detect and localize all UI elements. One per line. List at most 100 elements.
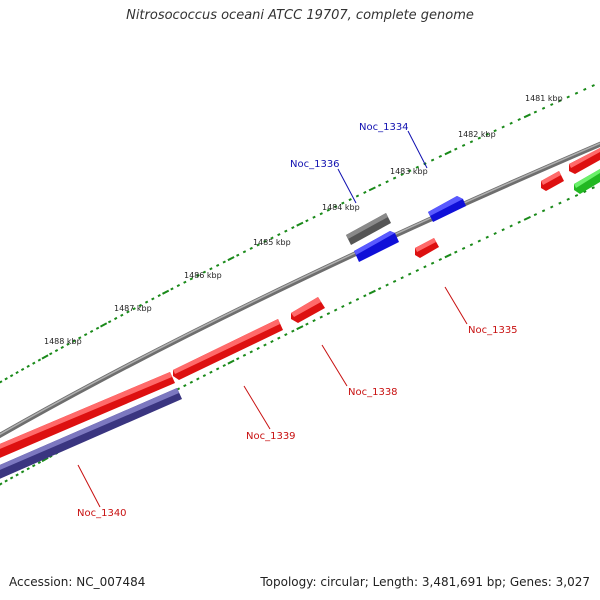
accession-text: Accession: NC_007484 (9, 575, 146, 589)
gene-right-edge-green[interactable] (574, 169, 600, 194)
outer-tick (215, 263, 220, 267)
gene-label-noc-1339[interactable]: Noc_1339 (246, 431, 296, 442)
outer-tick (407, 169, 412, 173)
gene-noc-1336[interactable] (354, 231, 399, 262)
inner-tick (4, 479, 8, 483)
outer-tick (277, 233, 281, 237)
kbp-labels: 1481 kbp 1482 kbp 1483 kbp 1484 kbp 1485… (44, 94, 563, 346)
gene-noc-1339[interactable] (173, 319, 283, 380)
inner-tick (291, 329, 295, 333)
inner-tick (423, 265, 427, 269)
outer-tick (501, 125, 505, 129)
inner-tick (430, 261, 435, 265)
outer-tick (558, 99, 562, 103)
inner-tick (196, 377, 200, 381)
inner-tick (348, 301, 352, 305)
inner-tick (202, 374, 207, 378)
outer-tick (49, 352, 53, 356)
gene-right-edge-red-small[interactable] (541, 171, 564, 191)
leader-noc-1338 (321, 344, 348, 387)
inner-tick (9, 476, 14, 480)
inner-tick (263, 343, 267, 347)
outer-tick (469, 140, 474, 144)
outer-tick (485, 132, 489, 136)
genome-backbone-highlight (0, 142, 600, 436)
gene-noc-1339-upper[interactable] (0, 372, 175, 460)
gene-label-noc-1334[interactable]: Noc_1334 (359, 122, 409, 133)
outer-tick (113, 316, 118, 321)
inner-tick (41, 456, 49, 463)
outer-tick (126, 310, 130, 314)
outer-tick (326, 208, 331, 212)
inner-tick (392, 279, 397, 283)
gene-noc-1336-forward[interactable] (346, 213, 391, 245)
outer-tick (385, 180, 389, 184)
outer-tick (151, 297, 155, 301)
outer-tick (89, 329, 94, 333)
outer-tick (256, 243, 260, 247)
gene-label-noc-1336[interactable]: Noc_1336 (290, 159, 340, 170)
outer-tick (493, 129, 497, 133)
outer-tick (400, 172, 404, 177)
outer-tick (444, 150, 452, 156)
inner-tick (333, 308, 338, 312)
inner-tick (305, 322, 309, 326)
outer-tick (9, 374, 14, 378)
inner-tick (461, 246, 466, 250)
outer-tick (312, 215, 316, 219)
outer-tick (363, 190, 367, 194)
gene-right-edge-red-large[interactable] (569, 148, 600, 174)
outer-tick (284, 229, 288, 233)
inner-tick (517, 220, 521, 224)
outer-tick-ruler (0, 81, 600, 384)
outer-tick (319, 212, 323, 216)
gene-noc-1338[interactable] (291, 297, 325, 323)
inner-tick (558, 201, 562, 205)
outer-tick (305, 219, 309, 223)
outer-tick (574, 91, 579, 95)
outer-tick (176, 284, 181, 288)
outer-tick (32, 361, 36, 365)
outer-tick (355, 194, 360, 198)
kbp-label-1487: 1487 kbp (114, 304, 152, 313)
outer-tick (72, 339, 76, 343)
gene-label-noc-1338[interactable]: Noc_1338 (348, 387, 398, 398)
outer-tick (138, 303, 143, 307)
inner-tick (400, 276, 404, 280)
outer-tick (430, 158, 435, 162)
outer-tick (368, 186, 376, 192)
inner-tick (385, 283, 389, 287)
outer-tick (202, 270, 207, 274)
kbp-label-1482: 1482 kbp (458, 130, 496, 139)
inner-tick (227, 359, 235, 365)
gene-noc-1335[interactable] (415, 238, 439, 258)
outer-tick (415, 165, 420, 169)
inner-tick (15, 473, 19, 477)
inner-tick (566, 197, 570, 201)
outer-tick (120, 313, 124, 317)
gene-label-noc-1335[interactable]: Noc_1335 (468, 325, 518, 336)
inner-tick (270, 340, 274, 344)
inner-tick (236, 357, 240, 361)
inner-tick (312, 319, 316, 323)
outer-tick (4, 377, 8, 381)
leader-noc-1335 (444, 286, 468, 325)
inner-tick (284, 333, 288, 337)
inner-tick (493, 231, 497, 236)
outer-tick (236, 253, 240, 257)
outer-tick (583, 87, 587, 91)
gene-noc-1334[interactable] (428, 196, 466, 222)
outer-tick (100, 322, 108, 328)
outer-tick (209, 267, 213, 271)
outer-tick (242, 250, 247, 254)
genome-backbone (0, 141, 600, 439)
inner-tick (407, 272, 412, 276)
outer-tick (107, 320, 112, 324)
inner-tick (296, 325, 304, 331)
inner-tick (326, 312, 331, 316)
label-leader-lines (77, 130, 468, 508)
outer-tick (249, 246, 253, 250)
gene-noc-1340[interactable] (0, 388, 182, 481)
gene-label-noc-1340[interactable]: Noc_1340 (77, 508, 127, 519)
